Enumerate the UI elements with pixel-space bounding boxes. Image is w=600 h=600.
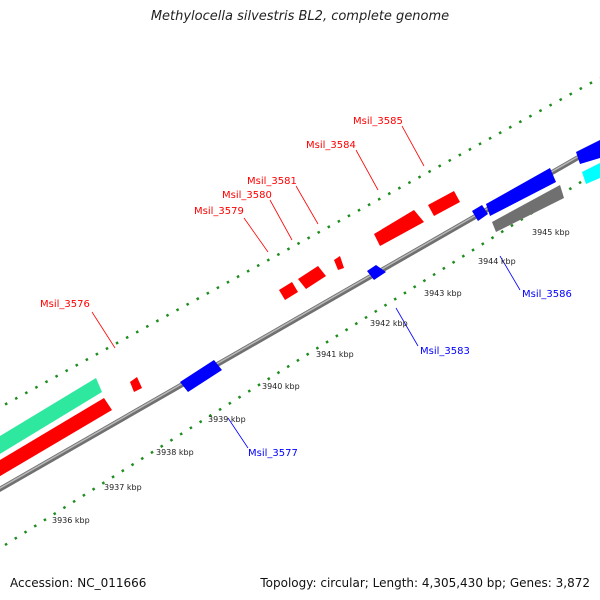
label-msil-3576: Msil_3576 (40, 299, 90, 310)
leader-msil-3581 (295, 185, 319, 225)
rna-feature (0, 378, 102, 454)
map-title: Methylocella silvestris BL2, complete ge… (150, 9, 450, 24)
leader-msil-3583 (395, 307, 419, 347)
forward-gene-msil-3576 (130, 377, 142, 392)
scale-label-3936: 3936 kbp (52, 516, 90, 525)
reverse-gene-msil-3577 (180, 360, 222, 392)
label-msil-3580: Msil_3580 (222, 190, 272, 201)
label-msil-3583: Msil_3583 (420, 346, 470, 357)
reverse-gene-right (576, 140, 600, 164)
forward-gene-msil-3580 (298, 266, 326, 289)
forward-gene-msil-3584 (374, 210, 424, 246)
forward-gene-msil-3579 (279, 282, 298, 300)
accession-text: Accession: NC_011666 (10, 576, 147, 590)
outer-tick-track (0, 76, 600, 409)
label-msil-3577: Msil_3577 (248, 448, 298, 459)
label-msil-3585: Msil_3585 (353, 116, 403, 127)
leader-msil-3580 (269, 199, 293, 241)
reverse-gene-small (472, 205, 488, 221)
leader-msil-3584 (355, 149, 379, 191)
forward-gene-left (0, 398, 112, 477)
scale-label-3943: 3943 kbp (424, 289, 462, 298)
forward-gene-msil-3585 (428, 191, 460, 216)
label-msil-3579: Msil_3579 (194, 206, 244, 217)
leader-msil-3586 (499, 255, 521, 291)
inner-tick-track (4, 168, 600, 547)
scale-label-3944: 3944 kbp (478, 257, 516, 266)
scale-label-3940: 3940 kbp (262, 382, 300, 391)
scale-label-3938: 3938 kbp (156, 448, 194, 457)
forward-gene-msil-3581 (334, 256, 344, 270)
leader-msil-3579 (243, 217, 269, 253)
label-msil-3586: Msil_3586 (522, 289, 572, 300)
reverse-gene-msil-3583 (367, 265, 386, 280)
grey-feature (492, 185, 564, 232)
label-msil-3581: Msil_3581 (247, 176, 297, 187)
scale-label-3937: 3937 kbp (104, 483, 142, 492)
scale-label-3941: 3941 kbp (316, 350, 354, 359)
leader-msil-3585 (401, 125, 425, 167)
scale-label-3939: 3939 kbp (208, 415, 246, 424)
leader-msil-3576 (91, 311, 116, 349)
reverse-gene-msil-3586 (486, 168, 556, 216)
scale-label-3942: 3942 kbp (370, 319, 408, 328)
cyan-feature (582, 163, 600, 184)
leader-msil-3577 (227, 417, 249, 449)
label-msil-3584: Msil_3584 (306, 140, 356, 151)
genome-summary-text: Topology: circular; Length: 4,305,430 bp… (260, 576, 590, 590)
scale-label-3945: 3945 kbp (532, 228, 570, 237)
